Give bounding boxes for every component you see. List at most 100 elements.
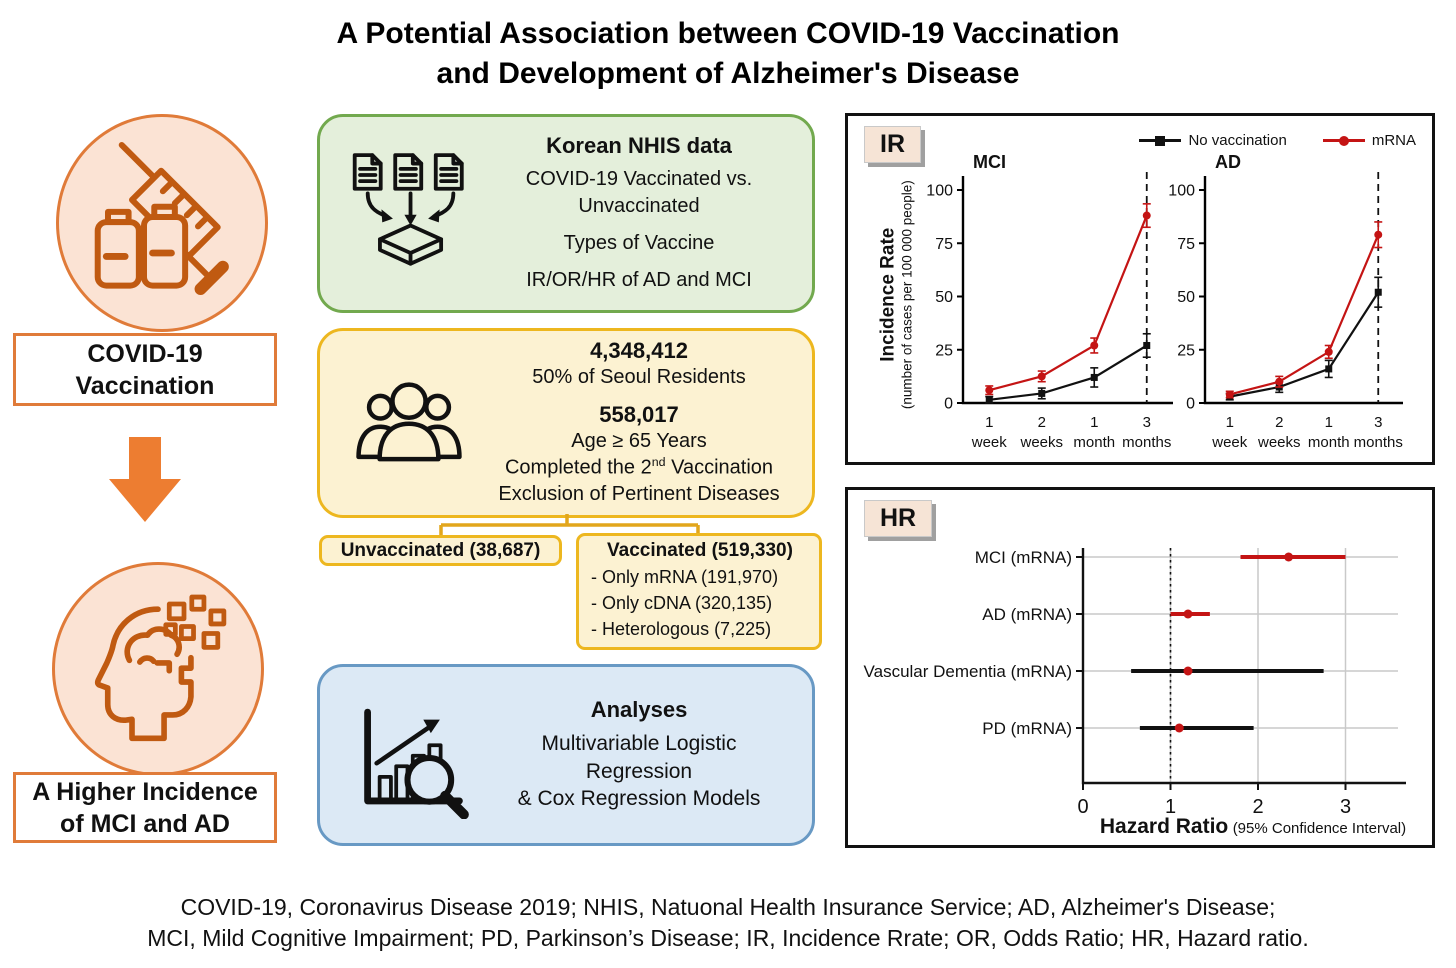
y-tick-label: 75	[935, 236, 953, 253]
x-tick-label: 3	[1374, 414, 1382, 431]
x-tick-label: weeks	[1019, 434, 1063, 451]
vaccination-label-line1: COVID-19	[87, 339, 203, 368]
outcome-circle	[52, 562, 264, 776]
ir-legend: No vaccination mRNA	[1139, 132, 1416, 149]
forest-row-label: MCI (mRNA)	[975, 548, 1072, 567]
x-tick-label: months	[1122, 434, 1171, 451]
cohort-elderly: 558,017	[599, 401, 679, 427]
legend-label-no-vaccination: No vaccination	[1188, 132, 1287, 149]
series-mrna	[985, 203, 1151, 396]
vaccination-circle	[56, 114, 268, 332]
no-vaccination-line-swatch	[1139, 135, 1182, 146]
vaccinated-item-cdna: - Only cDNA (320,135)	[591, 593, 773, 614]
x-tick-label: month	[1073, 434, 1115, 451]
hr-x-tick-label: 0	[1077, 796, 1088, 818]
forest-row-label: AD (mRNA)	[982, 605, 1072, 624]
chart-magnifier-icon	[336, 691, 482, 819]
x-tick-label: 1	[1325, 414, 1333, 431]
forest-row-label: PD (mRNA)	[982, 719, 1072, 738]
hr-x-tick-label: 1	[1165, 796, 1176, 818]
hr-x-tick-label: 3	[1340, 796, 1351, 818]
people-group-icon	[336, 359, 482, 487]
hr-badge: HR	[864, 500, 933, 537]
nhis-line1: COVID-19 Vaccinated vs.	[525, 168, 753, 191]
hr-x-axis-label: Hazard Ratio (95% Confidence Interval)	[988, 815, 1456, 839]
x-tick-label: months	[1354, 434, 1403, 451]
y-tick-label: 100	[1168, 183, 1195, 200]
legend-item-mrna: mRNA	[1322, 132, 1416, 149]
square-marker-icon	[1155, 135, 1166, 146]
cohort-text: 4,348,412 50% of Seoul Residents 558,017…	[482, 338, 796, 507]
y-tick-label: 100	[926, 183, 953, 200]
flow-arrow	[107, 437, 183, 528]
vaccination-label: COVID-19 Vaccination	[13, 333, 277, 406]
x-tick-label: week	[971, 434, 1008, 451]
page-title-line2: and Development of Alzheimer's Disease	[436, 56, 1020, 90]
unvaccinated-label: Unvaccinated (38,687)	[340, 539, 541, 561]
nhis-title: Korean NHIS data	[546, 133, 732, 159]
hr-x-tick-label: 2	[1252, 796, 1263, 818]
hazard-ratio-panel: HR MCI (mRNA) AD (mRNA) Vascular Dementia …	[845, 487, 1435, 848]
ordinal-superscript: nd	[651, 455, 666, 470]
ir-badge: IR	[864, 126, 921, 163]
down-arrow-icon	[109, 437, 181, 522]
hazard-ratio-forest-plot: MCI (mRNA) AD (mRNA) Vascular Dementia (mR…	[864, 548, 1406, 818]
cohort-exclusion: Exclusion of Pertinent Diseases	[498, 483, 780, 506]
cohort-total: 4,348,412	[590, 338, 688, 364]
incidence-rate-panel: IR No vaccination mRNA Incidence Rate (n…	[845, 113, 1435, 465]
y-tick-label: 25	[935, 342, 953, 359]
x-tick-label: 2	[1038, 414, 1046, 431]
group-split-connector	[435, 514, 705, 545]
x-tick-label: 1	[1090, 414, 1098, 431]
y-tick-label: 0	[1186, 396, 1195, 413]
series-mrna	[1225, 221, 1383, 399]
vaccinated-title: Vaccinated (519,330)	[607, 540, 793, 561]
nhis-line2: Unvaccinated	[578, 194, 700, 217]
y-tick-label: 25	[1177, 342, 1195, 359]
cohort-box: 4,348,412 50% of Seoul Residents 558,017…	[317, 328, 815, 518]
hr-x-axis-subtitle: (95% Confidence Interval)	[1232, 820, 1407, 837]
analyses-line3: & Cox Regression Models	[517, 787, 761, 811]
cohort-vaccination: Completed the 2nd Vaccination	[504, 455, 774, 479]
circle-marker-icon	[1338, 135, 1349, 146]
cohort-total-desc: 50% of Seoul Residents	[532, 366, 746, 389]
page-title-line1: A Potential Association between COVID-19…	[336, 17, 1120, 50]
x-tick-label: 2	[1275, 414, 1283, 431]
x-tick-label: 1	[1226, 414, 1234, 431]
subplot-title: MCI	[973, 152, 1006, 172]
x-tick-label: 3	[1143, 414, 1151, 431]
legend-label-mrna: mRNA	[1371, 132, 1416, 149]
x-tick-label: month	[1308, 434, 1350, 451]
analyses-text: Analyses Multivariable Logistic Regressi…	[482, 697, 796, 813]
unvaccinated-group-box: Unvaccinated (38,687)	[319, 535, 562, 566]
cohort-age: Age ≥ 65 Years	[571, 429, 707, 452]
ir-subplot-ad: 0 25 50 75 100 AD 1 week 2 weeks 1 month 3 months	[1168, 152, 1403, 451]
vaccinated-item-heterologous: - Heterologous (7,225)	[591, 619, 772, 640]
nhis-line4: IR/OR/HR of AD and MCI	[526, 269, 752, 292]
outcome-label-line1: A Higher Incidence	[32, 777, 258, 806]
hr-x-axis-title: Hazard Ratio	[1099, 815, 1229, 838]
y-tick-label: 75	[1177, 236, 1195, 253]
forest-row-pd-mrna-: PD (mRNA)	[982, 719, 1254, 738]
syringe-vials-icon	[94, 142, 229, 295]
analyses-box: Analyses Multivariable Logistic Regressi…	[317, 664, 815, 846]
documents-database-icon	[336, 149, 482, 279]
analyses-line1: Multivariable Logistic	[541, 731, 737, 755]
nhis-data-box: Korean NHIS data COVID-19 Vaccinated vs.…	[317, 114, 815, 313]
forest-plot: MCI (mRNA) AD (mRNA) Vascular Dementia (mR…	[864, 548, 1406, 818]
y-tick-label: 50	[1177, 289, 1195, 306]
outcome-label: A Higher Incidence of MCI and AD	[13, 772, 277, 843]
vaccination-label-line2: Vaccination	[75, 371, 215, 400]
forest-row-vascular-dementia-mrna-: Vascular Dementia (mRNA)	[864, 662, 1324, 681]
x-tick-label: 1	[985, 414, 993, 431]
footnote-line2: MCI, Mild Cognitive Impairment; PD, Park…	[147, 924, 1309, 951]
x-tick-label: week	[1211, 434, 1248, 451]
forest-row-mci-mrna-: MCI (mRNA)	[975, 548, 1346, 567]
series-no-vaccination	[1225, 276, 1383, 401]
y-tick-label: 0	[944, 396, 953, 413]
legend-item-no-vaccination: No vaccination	[1139, 132, 1287, 149]
abbreviations-footnote: COVID-19, Coronavirus Disease 2019; NHIS…	[0, 892, 1456, 954]
analyses-line2: Regression	[585, 759, 693, 783]
nhis-data-text: Korean NHIS data COVID-19 Vaccinated vs.…	[482, 133, 796, 294]
